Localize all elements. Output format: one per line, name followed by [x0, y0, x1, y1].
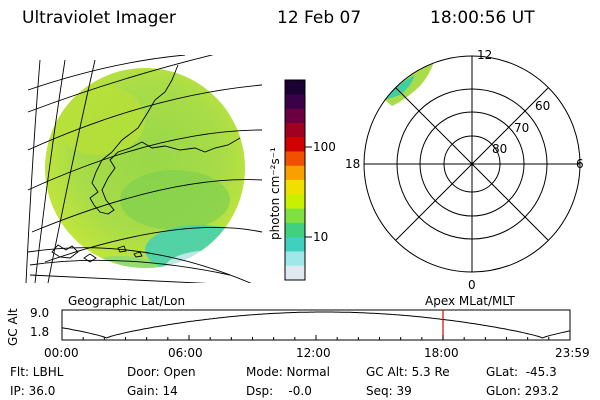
info-glon: GLon: 293.2	[486, 384, 559, 398]
info-ip: IP: 36.0	[10, 384, 56, 398]
alt-ytick-high: 9.0	[30, 306, 50, 320]
lat-label-80: 80	[492, 142, 508, 156]
colorbar-cell	[285, 222, 305, 238]
globe-map	[25, 55, 263, 283]
colorbar-cell	[285, 137, 305, 152]
info-flt: Flt: LBHL	[10, 365, 64, 379]
polar-plot	[363, 55, 581, 273]
alt-xtick-1200: 12:00	[296, 346, 331, 360]
polar-caption: Apex MLat/MLT	[425, 294, 515, 308]
colorbar-cell	[285, 80, 305, 95]
date-label: 12 Feb 07	[277, 8, 362, 28]
colorbar-cell	[285, 122, 305, 138]
info-mode: Mode: Normal	[246, 365, 330, 379]
colorbar	[284, 79, 312, 281]
alt-ylabel: GC Alt	[6, 308, 20, 346]
colorbar-tick-100: 100	[313, 140, 336, 154]
instrument-title: Ultraviolet Imager	[22, 8, 176, 28]
colorbar-tick-10: 10	[313, 230, 329, 244]
info-gain: Gain: 14	[127, 384, 178, 398]
globe-caption: Geographic Lat/Lon	[68, 294, 186, 308]
colorbar-cell	[285, 108, 305, 124]
alt-xtick-2359: 23:59	[555, 346, 590, 360]
colorbar-cell	[285, 265, 305, 281]
colorbar-unit: photon cm⁻²s⁻¹	[268, 147, 282, 240]
alt-ytick-low: 1.8	[30, 325, 50, 339]
alt-xtick-1800: 18:00	[424, 346, 459, 360]
colorbar-cell	[285, 180, 305, 195]
info-door: Door: Open	[127, 365, 196, 379]
mlt-label-0: 0	[468, 278, 476, 292]
alt-xtick-0600: 06:00	[168, 346, 203, 360]
info-seq: Seq: 39	[366, 384, 412, 398]
mlt-label-6: 6	[576, 157, 584, 171]
mlt-label-18: 18	[345, 157, 361, 171]
lat-label-60: 60	[535, 99, 551, 113]
colorbar-cell	[285, 151, 305, 167]
lat-label-70: 70	[514, 121, 530, 135]
colorbar-cell	[285, 94, 305, 110]
colorbar-cell	[285, 194, 305, 210]
info-gc-alt: GC Alt: 5.3 Re	[366, 365, 450, 379]
colorbar-cell	[285, 165, 305, 181]
alt-xtick-0000: 00:00	[44, 346, 79, 360]
info-glat: GLat: -45.3	[486, 365, 557, 379]
colorbar-cell	[285, 251, 305, 267]
colorbar-cell	[285, 208, 305, 224]
time-label: 18:00:56 UT	[430, 8, 535, 28]
mlt-label-12: 12	[477, 48, 493, 62]
colorbar-cell	[285, 237, 305, 252]
info-dsp: Dsp: -0.0	[246, 384, 312, 398]
altitude-plot	[61, 309, 571, 341]
